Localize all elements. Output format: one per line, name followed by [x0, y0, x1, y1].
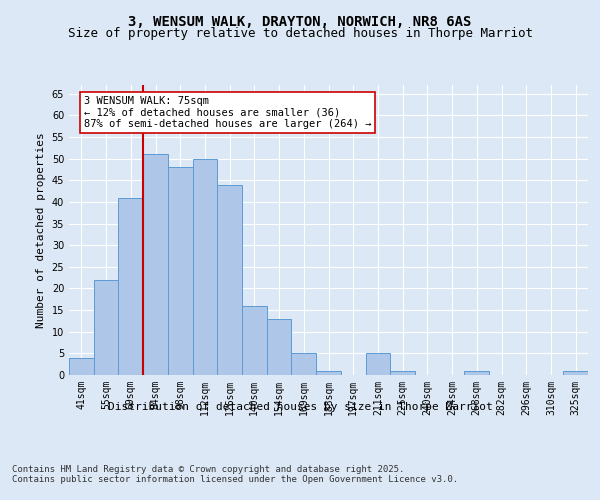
Text: 3, WENSUM WALK, DRAYTON, NORWICH, NR8 6AS: 3, WENSUM WALK, DRAYTON, NORWICH, NR8 6A… — [128, 15, 472, 29]
Bar — [365, 354, 390, 375]
Bar — [143, 154, 168, 375]
Bar — [217, 184, 242, 375]
Bar — [267, 318, 292, 375]
Text: Contains HM Land Registry data © Crown copyright and database right 2025.
Contai: Contains HM Land Registry data © Crown c… — [12, 465, 458, 484]
Bar — [292, 354, 316, 375]
Bar — [563, 370, 588, 375]
Bar — [118, 198, 143, 375]
Bar — [316, 370, 341, 375]
Text: 3 WENSUM WALK: 75sqm
← 12% of detached houses are smaller (36)
87% of semi-detac: 3 WENSUM WALK: 75sqm ← 12% of detached h… — [84, 96, 371, 129]
Bar — [390, 370, 415, 375]
Bar — [193, 158, 217, 375]
Bar — [69, 358, 94, 375]
Bar — [242, 306, 267, 375]
Bar — [464, 370, 489, 375]
Bar — [168, 167, 193, 375]
Text: Distribution of detached houses by size in Thorpe Marriot: Distribution of detached houses by size … — [107, 402, 493, 412]
Text: Size of property relative to detached houses in Thorpe Marriot: Size of property relative to detached ho… — [67, 28, 533, 40]
Bar — [94, 280, 118, 375]
Y-axis label: Number of detached properties: Number of detached properties — [36, 132, 46, 328]
